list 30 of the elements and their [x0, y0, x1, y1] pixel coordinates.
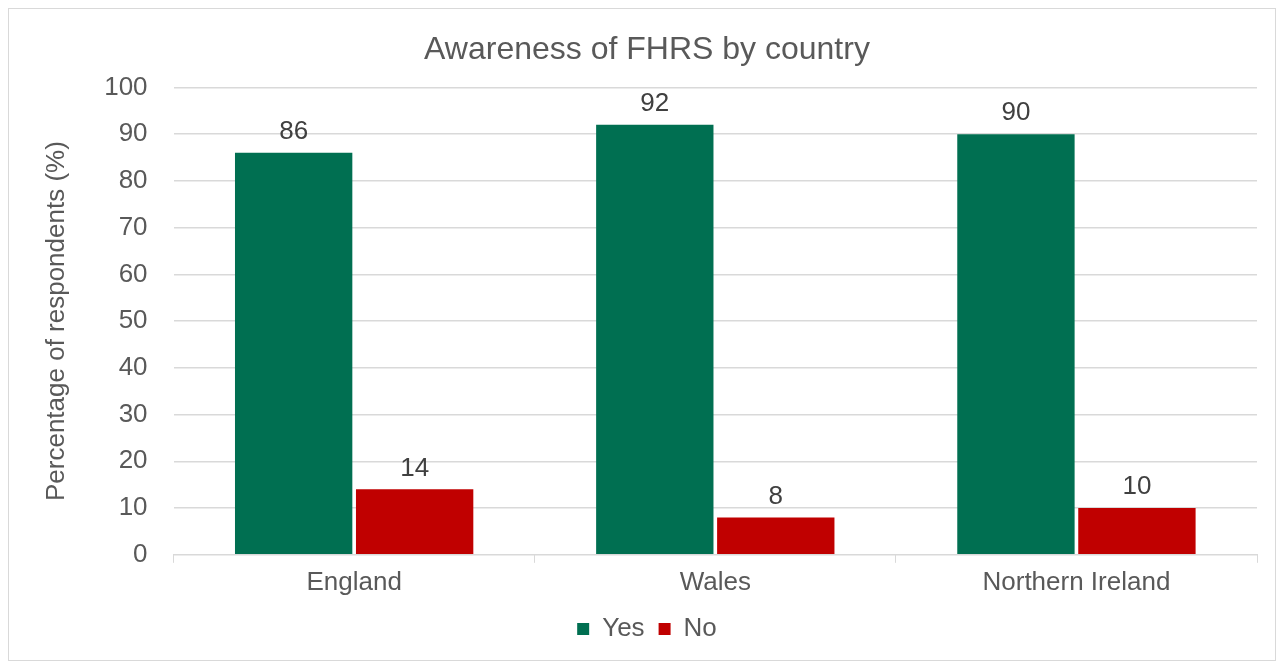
y-tick-label: 60 — [118, 257, 148, 288]
bar — [717, 517, 835, 555]
data-label: 92 — [640, 86, 670, 117]
y-tick-label: 40 — [118, 351, 148, 382]
y-tick-label: 80 — [118, 164, 148, 195]
bar — [355, 489, 474, 555]
y-tick-label: 10 — [118, 491, 148, 522]
x-tick-label: England — [306, 565, 402, 596]
data-label: 8 — [768, 479, 784, 510]
legend-label: Yes — [602, 612, 645, 643]
legend-label: No — [683, 612, 717, 643]
x-tick-label: Wales — [679, 565, 751, 596]
y-tick-label: 100 — [104, 70, 148, 101]
bar — [1078, 508, 1196, 555]
y-tick-label: 50 — [118, 304, 148, 335]
y-tick-label: 90 — [118, 117, 148, 148]
data-label: 90 — [1001, 96, 1031, 127]
bar — [234, 152, 353, 555]
bar — [957, 134, 1075, 555]
data-label: 14 — [400, 451, 430, 482]
chart-title: Awareness of FHRS by country — [424, 30, 870, 67]
y-tick-label: 0 — [133, 537, 148, 568]
y-tick-label: 20 — [118, 444, 148, 475]
y-tick-label: 30 — [118, 397, 148, 428]
data-label: 10 — [1122, 470, 1152, 501]
y-axis-title: Percentage of respondents (%) — [39, 141, 70, 502]
x-tick-label: Northern Ireland — [982, 565, 1171, 596]
y-tick-label: 70 — [118, 210, 148, 241]
data-label: 86 — [279, 115, 309, 146]
bar — [596, 124, 714, 555]
